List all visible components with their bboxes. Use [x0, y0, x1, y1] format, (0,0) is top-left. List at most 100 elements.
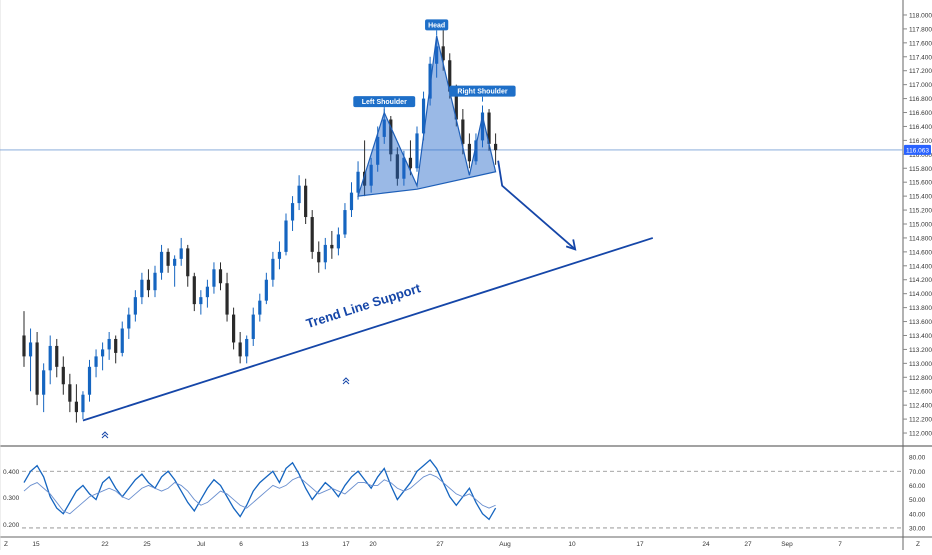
- oscillator-tick-label: 70.00: [909, 469, 926, 476]
- candle-body: [120, 328, 124, 353]
- candle-body: [127, 314, 131, 329]
- oscillator-tick-label: 30.00: [909, 525, 926, 532]
- price-tick-label: 113.800: [909, 305, 932, 312]
- candle-body: [133, 297, 137, 315]
- candle-body: [408, 157, 413, 169]
- candle-body: [402, 157, 406, 179]
- candle-body: [448, 60, 452, 92]
- candle-body: [435, 46, 439, 64]
- price-tick-label: 115.600: [909, 180, 932, 187]
- candle-body: [415, 133, 419, 169]
- arrow-head-icon: [565, 239, 577, 251]
- candle-body: [186, 248, 190, 277]
- oscillator-tick-label: 50.00: [909, 497, 926, 504]
- price-tick-label: 113.000: [909, 361, 932, 368]
- candle-body: [87, 366, 92, 395]
- trend-line-label: Trend Line Support: [304, 280, 423, 331]
- pattern-shape: [357, 35, 497, 197]
- candle-body: [349, 192, 354, 211]
- price-tick-label: 112.800: [909, 375, 932, 382]
- projection-path: [497, 160, 575, 250]
- candle-body: [395, 154, 399, 179]
- candle-body: [369, 164, 373, 186]
- candle-body: [336, 234, 340, 249]
- price-tick-label: 115.400: [909, 194, 932, 201]
- annotation-badge: [425, 19, 449, 31]
- oscillator-left-tick-label: 0.300: [3, 495, 20, 502]
- annotation-badge: [353, 96, 416, 108]
- price-tick-label: 113.200: [909, 347, 932, 354]
- candle-body: [101, 349, 105, 357]
- candle-body: [277, 251, 282, 259]
- price-tick-label: 117.000: [909, 82, 932, 89]
- candle-body: [271, 258, 275, 280]
- candle-body: [81, 394, 85, 413]
- price-tick-label: 114.400: [909, 263, 932, 270]
- candle-body: [251, 314, 255, 339]
- candle-body: [238, 342, 242, 357]
- current-price-badge: [904, 144, 931, 155]
- candle-body: [61, 366, 65, 385]
- candle-body: [218, 269, 223, 284]
- price-tick-label: 116.600: [909, 110, 932, 117]
- oscillator-tick-label: 80.00: [909, 455, 926, 462]
- time-tick-label: 17: [636, 541, 644, 548]
- candle-body: [68, 384, 72, 402]
- price-tick-label: 115.800: [909, 166, 932, 173]
- oscillator-left-tick-label: 0.200: [3, 522, 20, 529]
- head-shoulders-pattern: [357, 35, 497, 197]
- time-tick-label: 13: [301, 541, 309, 548]
- time-tick-label: 22: [101, 541, 109, 548]
- candle-body: [310, 217, 314, 252]
- candle-body: [258, 300, 262, 315]
- candle-body: [474, 140, 478, 162]
- candle-body: [173, 258, 177, 266]
- time-tick-label: Sep: [781, 541, 793, 548]
- price-tick-label: 112.400: [909, 403, 932, 410]
- candle-body: [454, 91, 458, 120]
- candle-body: [42, 370, 46, 395]
- candle-body: [467, 143, 471, 162]
- price-tick-label: 116.800: [909, 96, 932, 103]
- time-tick-label: 15: [32, 541, 40, 548]
- time-tick-label: 25: [143, 541, 151, 548]
- candle-body: [480, 112, 485, 141]
- candle-body: [212, 269, 216, 287]
- price-tick-label: 114.600: [909, 249, 932, 256]
- candle-body: [199, 297, 203, 305]
- annotation-label: Right Shoulder: [457, 89, 507, 96]
- price-tick-label: 112.000: [909, 431, 932, 438]
- candle-body: [22, 335, 26, 357]
- oscillator-tick-label: 60.00: [909, 483, 926, 490]
- candle-body: [356, 171, 360, 193]
- candle-body: [421, 98, 426, 134]
- candle-body: [192, 276, 196, 305]
- candle-body: [107, 338, 111, 350]
- time-tick-label: 27: [744, 541, 752, 548]
- candle-body: [179, 248, 183, 259]
- candles: [22, 28, 498, 423]
- candle-body: [330, 244, 334, 249]
- candle-body: [48, 345, 52, 371]
- price-tick-label: 113.400: [909, 333, 932, 340]
- price-tick-label: 117.600: [909, 40, 932, 47]
- candle-body: [28, 342, 33, 357]
- candle-body: [205, 286, 209, 298]
- annotation-label: Head: [428, 22, 445, 29]
- price-tick-label: 113.600: [909, 319, 932, 326]
- axis-corner-label: Z: [4, 541, 8, 548]
- price-tick-label: 118.000: [909, 12, 932, 19]
- annotation-labels: Head Left Shoulder Right Shoulder: [353, 19, 516, 113]
- price-tick-label: 117.400: [909, 54, 932, 61]
- candle-body: [343, 210, 347, 235]
- time-tick-label: 10: [568, 541, 576, 548]
- candle-body: [376, 136, 380, 165]
- time-tick-label: 6: [239, 541, 243, 548]
- oscillator-pane: 80.00 70.00 60.00 50.00 40.00 30.00 0.400 0.300…: [3, 455, 926, 533]
- trend-line-support: [82, 237, 654, 422]
- candle-body: [146, 279, 151, 291]
- price-tick-label: 114.000: [909, 291, 932, 298]
- price-tick-label: 114.200: [909, 277, 932, 284]
